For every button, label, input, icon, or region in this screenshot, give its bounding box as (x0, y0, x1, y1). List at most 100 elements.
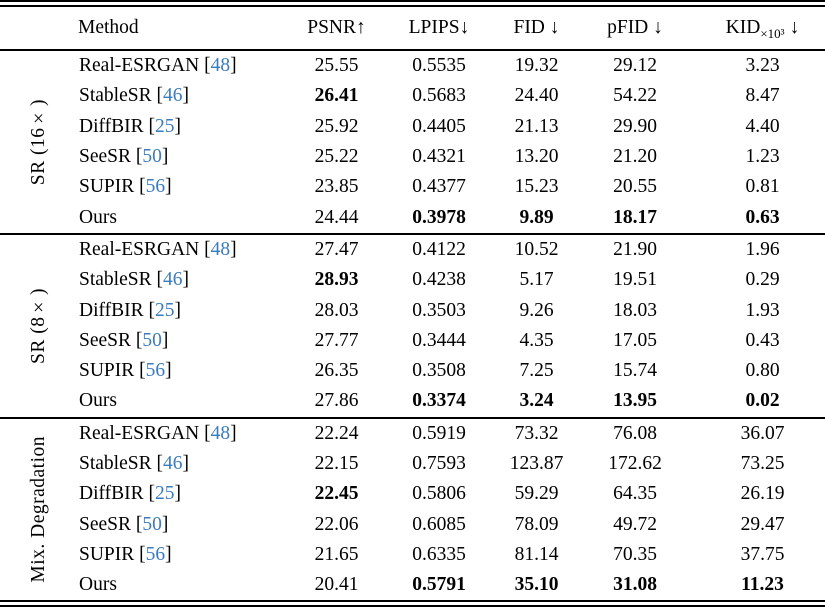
kid-value: 37.75 (740, 543, 785, 565)
psnr-value: 22.45 (314, 483, 359, 505)
method-cell: SUPIR [56] (78, 356, 298, 386)
fid-value: 73.32 (514, 422, 559, 444)
method-name: SeeSR [ (79, 513, 143, 535)
citation-link[interactable]: 25 (155, 299, 175, 321)
pfid-value: 64.35 (613, 483, 657, 505)
table-row-ours: Ours 24.44 0.3978 9.89 18.17 0.63 (0, 202, 825, 233)
citation-link[interactable]: 50 (142, 146, 162, 168)
header-method: Method (78, 17, 139, 38)
method-cell: DiffBIR [25] (78, 479, 298, 509)
table-row: DiffBIR [25] 28.03 0.3503 9.26 18.03 1.9… (0, 295, 825, 325)
section-label: SR (16×) (28, 98, 49, 185)
method-name: SUPIR [ (79, 543, 146, 565)
psnr-value: 22.06 (314, 513, 359, 535)
pfid-value: 70.35 (613, 543, 657, 565)
psnr-value: 20.41 (314, 574, 359, 596)
kid-value: 0.63 (745, 206, 780, 228)
section-label-cell: Mix. Degradation (0, 418, 78, 604)
pfid-value: 29.12 (613, 55, 657, 77)
citation-bracket: ] (165, 360, 172, 382)
table-row-ours: Ours 27.86 0.3374 3.24 13.95 0.02 (0, 386, 825, 417)
down-arrow-icon: ↓ (789, 17, 800, 38)
kid-value: 3.23 (745, 55, 780, 77)
citation-link[interactable]: 56 (145, 360, 166, 382)
psnr-value: 28.03 (314, 299, 359, 321)
method-cell: SUPIR [56] (78, 540, 298, 570)
fid-value: 10.52 (514, 238, 559, 260)
method-cell: Real-ESRGAN [48] (78, 234, 298, 265)
citation-bracket: ] (161, 146, 169, 168)
lpips-value: 0.7593 (412, 453, 466, 474)
citation-bracket: ] (230, 55, 237, 77)
kid-value: 4.40 (745, 115, 780, 137)
citation-bracket: ] (230, 238, 237, 260)
citation-link[interactable]: 25 (155, 483, 175, 505)
table-row: StableSR [46] 26.41 0.5683 24.40 54.22 8… (0, 81, 825, 111)
lpips-value: 0.4405 (412, 115, 466, 137)
method-cell: SUPIR [56] (78, 172, 298, 202)
table-row: DiffBIR [25] 22.45 0.5806 59.29 64.35 26… (0, 479, 825, 509)
citation-link[interactable]: 50 (142, 513, 162, 535)
citation-bracket: ] (165, 176, 172, 198)
method-name: SUPIR [ (79, 360, 146, 382)
kid-value: 8.47 (745, 85, 780, 107)
lpips-value: 0.3508 (412, 360, 466, 382)
fid-value: 35.10 (514, 574, 559, 596)
psnr-value: 27.77 (314, 329, 359, 351)
pfid-value: 18.03 (613, 299, 657, 321)
citation-link[interactable]: 25 (155, 115, 175, 137)
fid-value: 81.14 (514, 543, 559, 565)
method-name: SUPIR [ (79, 176, 146, 198)
fid-value: 59.29 (514, 483, 559, 505)
kid-value: 0.43 (745, 329, 780, 351)
method-cell: DiffBIR [25] (78, 295, 298, 325)
psnr-value: 25.22 (314, 146, 359, 168)
method-cell: Ours (78, 570, 298, 604)
pfid-value: 172.62 (608, 453, 662, 474)
header-fid: FID ↓ (513, 17, 560, 38)
method-cell: SeeSR [50] (78, 326, 298, 356)
citation-link[interactable]: 46 (162, 453, 183, 474)
lpips-value: 0.5535 (412, 55, 466, 77)
pfid-value: 20.55 (613, 176, 657, 198)
fid-value: 21.13 (514, 115, 559, 137)
fid-value: 123.87 (509, 453, 564, 474)
pfid-value: 54.22 (613, 85, 657, 107)
citation-link[interactable]: 46 (162, 269, 183, 291)
method-cell: SeeSR [50] (78, 142, 298, 172)
citation-link[interactable]: 46 (162, 85, 183, 107)
citation-link[interactable]: 56 (145, 176, 166, 198)
header-kid-main: KID (725, 17, 761, 38)
method-cell: Real-ESRGAN [48] (78, 418, 298, 449)
citation-link[interactable]: 56 (145, 543, 166, 565)
kid-value: 11.23 (741, 574, 784, 596)
citation-link[interactable]: 48 (210, 422, 231, 444)
citation-link[interactable]: 48 (210, 238, 231, 260)
kid-value: 1.23 (745, 146, 780, 168)
method-cell: Ours (78, 386, 298, 417)
pfid-value: 17.05 (613, 329, 657, 351)
fid-value: 4.35 (519, 329, 554, 351)
kid-value: 1.93 (745, 299, 780, 321)
lpips-value: 0.3503 (412, 299, 466, 321)
psnr-value: 25.92 (314, 115, 359, 137)
section-sr8: SR (8×) Real-ESRGAN [48] 27.47 0.4122 10… (0, 233, 825, 418)
lpips-value: 0.3444 (412, 329, 466, 351)
citation-link[interactable]: 50 (142, 329, 162, 351)
method-name: Real-ESRGAN [ (79, 422, 211, 444)
fid-value: 78.09 (514, 513, 559, 535)
method-name: StableSR [ (79, 453, 163, 474)
citation-link[interactable]: 48 (210, 55, 231, 77)
kid-value: 29.47 (740, 513, 785, 535)
citation-bracket: ] (165, 543, 172, 565)
psnr-value: 22.15 (314, 453, 359, 474)
table-row: SeeSR [50] 22.06 0.6085 78.09 49.72 29.4… (0, 509, 825, 539)
citation-bracket: ] (182, 269, 189, 291)
kid-value: 73.25 (740, 453, 785, 474)
psnr-value: 23.85 (314, 176, 359, 198)
pfid-value: 19.51 (613, 269, 657, 291)
lpips-value: 0.6085 (412, 513, 466, 535)
citation-bracket: ] (230, 422, 237, 444)
